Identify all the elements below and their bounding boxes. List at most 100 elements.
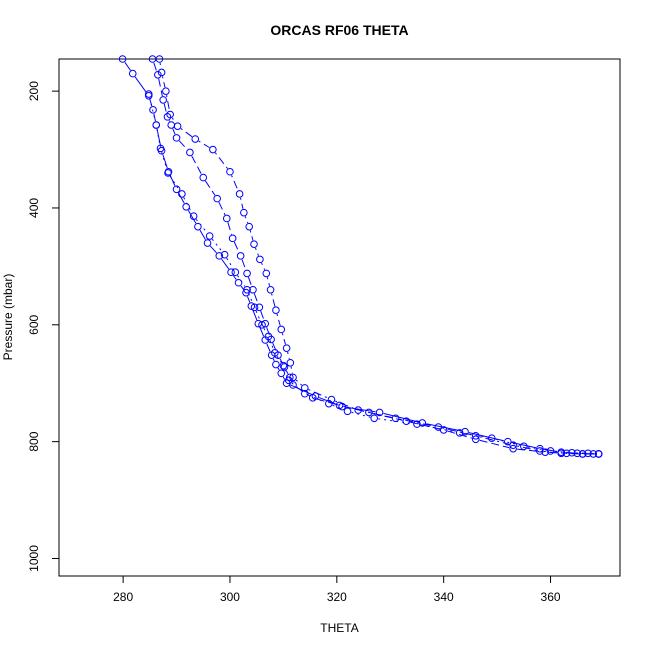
data-point [263,270,270,277]
series-line-segment [219,202,225,215]
data-point [200,174,207,181]
series-2 [149,56,602,458]
data-point [163,88,170,95]
data-point [251,241,258,248]
series-line-segment [241,286,244,290]
data-point [192,136,199,143]
data-point [174,123,181,130]
series-line-segment [267,327,270,335]
series-line-segment [242,260,246,270]
series-line-segment [278,368,279,370]
series-line-segment [178,193,184,204]
series-line-segment [181,129,192,137]
series-line-segment [228,222,232,234]
chart-title: ORCAS RF06 THETA [270,22,408,38]
data-point [287,359,294,366]
series-line-segment [222,259,229,269]
series-line-segment [285,369,288,376]
series-1 [119,56,596,458]
series-line-segment [215,153,227,169]
series-line-segment [167,95,170,110]
y-tick-label: 400 [27,198,41,218]
data-point [273,361,280,368]
series-line-segment [267,344,270,352]
series-line-segment [160,63,161,69]
x-tick-label: 320 [327,590,347,604]
series-line-segment [283,377,285,380]
data-point [204,240,211,247]
y-tick-label: 800 [27,431,41,451]
x-axis-label: THETA [320,621,358,635]
y-tick-label: 600 [27,314,41,334]
series-line-segment [565,452,573,453]
series-line-segment [192,156,202,174]
data-point [153,122,160,129]
series-line-segment [173,129,175,134]
series-line-segment [351,412,370,417]
series-line-segment [426,424,461,431]
data-point [183,203,190,210]
y-axis-label: Pressure (mbar) [1,274,15,361]
series-line-segment [383,413,418,422]
series-line-segment [267,277,269,286]
data-point [521,443,528,450]
data-point [173,135,180,142]
data-point [173,186,180,193]
series-line-segment [210,246,216,253]
series-line-segment [163,155,167,168]
series-line-segment [234,242,239,252]
data-point [235,279,242,286]
series-line-segment [286,370,288,373]
series-line-segment [232,175,238,190]
series-line-segment [199,141,210,147]
data-series [119,56,602,458]
series-line-segment [282,333,285,344]
data-point [278,326,285,333]
data-point [236,191,243,198]
series-line-segment [159,79,163,96]
x-tick-label: 340 [434,590,454,604]
data-point [283,345,290,352]
data-point [229,235,236,242]
series-line-segment [154,63,157,71]
series-line-segment [205,181,214,195]
series-line-segment [179,141,187,150]
data-point [168,122,175,129]
x-tick-label: 360 [541,590,561,604]
series-line-segment [200,230,206,239]
data-point [187,149,194,156]
series-line-segment [233,275,236,279]
series-line-segment [291,367,292,374]
series-line-segment [250,231,253,241]
series-line-segment [245,216,247,223]
data-point [257,256,264,263]
series-line-segment [296,380,302,385]
series-line-segment [262,263,265,270]
series-line-segment [247,296,249,302]
data-point [210,146,217,153]
series-line-segment [164,104,166,113]
series-line-segment [248,277,251,286]
data-point [129,70,136,77]
series-line-segment [157,129,161,147]
data-point [227,168,234,175]
data-point [278,370,285,377]
series-line-segment [272,294,275,307]
y-tick-label: 200 [27,81,41,101]
data-point [160,97,167,104]
x-tick-label: 280 [113,590,133,604]
series-line-segment [255,248,258,256]
series-line-segment [288,352,290,359]
data-point [232,269,239,276]
series-line-segment [125,62,131,70]
series-line-segment [273,359,274,361]
series-4 [145,91,601,457]
series-line-segment [260,327,264,336]
series-line-segment [264,328,267,333]
series-line-segment [162,76,164,87]
data-point [344,408,351,415]
